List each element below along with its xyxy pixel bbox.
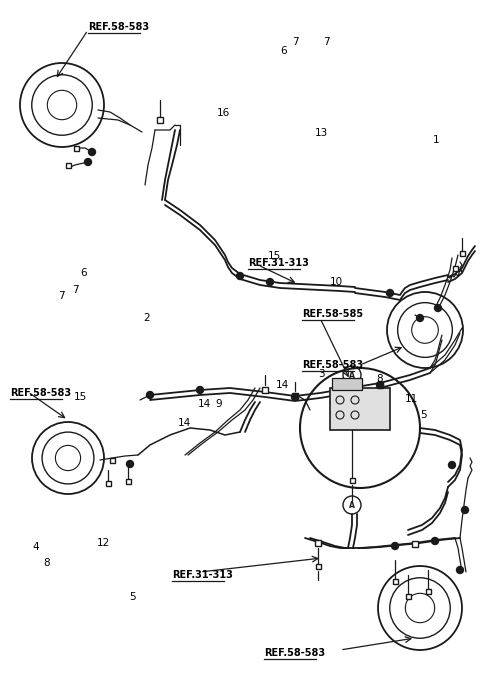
Circle shape [417,314,423,321]
Circle shape [456,567,464,574]
Text: 15: 15 [268,251,281,261]
Bar [315,563,321,569]
Bar [377,382,383,388]
Text: 1: 1 [432,135,439,145]
Bar [109,458,115,462]
Circle shape [84,158,92,166]
Circle shape [432,537,439,544]
Bar [262,387,268,393]
Text: REF.31-313: REF.31-313 [172,570,233,580]
Bar [406,593,410,599]
Text: REF.58-583: REF.58-583 [10,388,71,398]
Text: 15: 15 [74,392,87,402]
Circle shape [146,391,154,398]
Bar [425,589,431,593]
Bar [73,145,79,151]
Text: 6: 6 [280,46,287,56]
Bar [332,378,362,390]
Text: 7: 7 [58,291,65,301]
Circle shape [392,542,398,550]
Text: 14: 14 [276,381,289,390]
Circle shape [434,304,442,312]
Text: 9: 9 [215,400,222,409]
Text: 5: 5 [129,593,135,602]
Bar [125,479,131,484]
Text: 8: 8 [44,559,50,568]
Bar [106,481,110,486]
Text: REF.31-313: REF.31-313 [248,258,309,268]
Text: REF.58-583: REF.58-583 [264,648,325,658]
Text: A: A [349,370,355,379]
Text: REF.58-583: REF.58-583 [302,360,363,370]
Text: REF.58-583: REF.58-583 [88,22,149,32]
Bar [65,162,71,168]
Text: 11: 11 [405,394,419,404]
Circle shape [461,507,468,514]
Bar [330,388,390,430]
Text: 4: 4 [33,542,39,552]
Bar [459,250,465,256]
Text: 7: 7 [323,38,330,47]
Text: 3: 3 [318,370,325,379]
Circle shape [196,387,204,394]
Text: 10: 10 [329,277,343,286]
Text: REF.58-585: REF.58-585 [302,309,363,319]
Circle shape [291,394,299,400]
Circle shape [127,460,133,467]
Bar [157,117,163,123]
Bar [292,393,298,399]
Bar [393,578,397,584]
Text: 2: 2 [143,313,150,323]
Circle shape [266,278,274,286]
Text: 5: 5 [420,410,427,419]
Text: 14: 14 [197,400,211,409]
Circle shape [88,149,96,155]
Text: 14: 14 [178,418,192,428]
Bar [315,540,321,546]
Text: 16: 16 [216,108,230,117]
Text: 12: 12 [96,538,110,548]
Bar [412,541,418,547]
Circle shape [448,462,456,469]
Text: A: A [349,501,355,509]
Text: 6: 6 [81,268,87,278]
Text: 8: 8 [376,374,383,383]
Text: 13: 13 [315,128,328,138]
Bar [349,477,355,482]
Bar [453,265,457,271]
Text: 7: 7 [72,285,79,295]
Circle shape [237,273,243,280]
Text: 7: 7 [292,38,299,47]
Circle shape [376,381,384,389]
Circle shape [386,289,394,297]
